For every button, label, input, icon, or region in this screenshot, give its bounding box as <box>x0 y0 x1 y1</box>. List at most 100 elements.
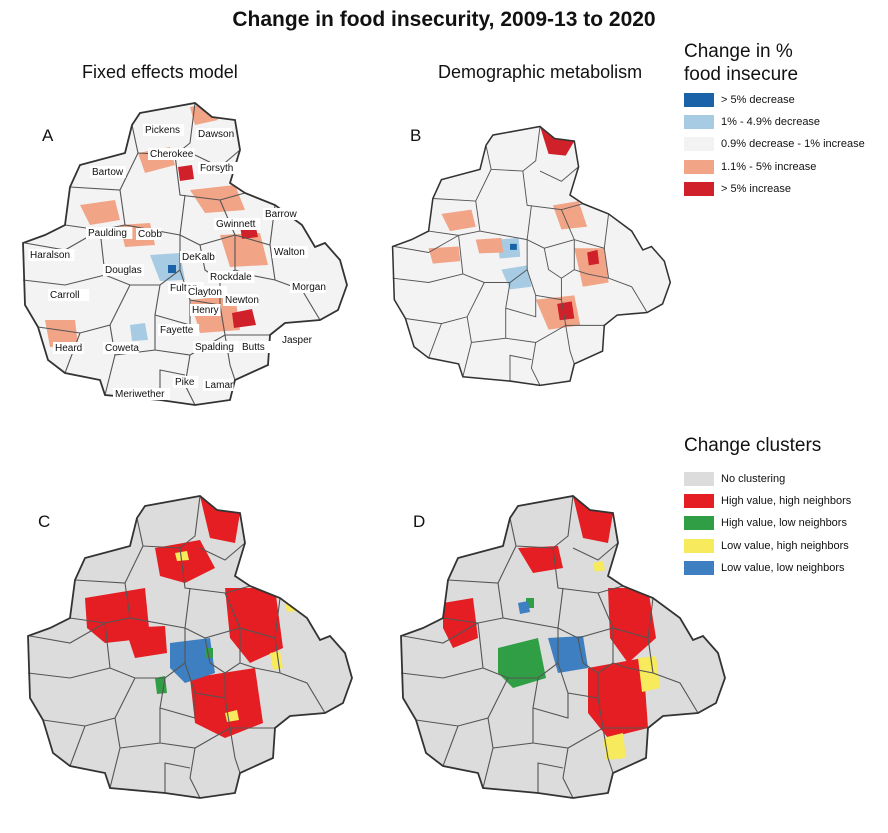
county-label: Pickens <box>145 125 180 136</box>
county-label: Cherokee <box>150 149 194 160</box>
panel-letter-c: C <box>38 512 51 531</box>
tract-patch <box>190 185 245 213</box>
county-border <box>124 582 191 629</box>
county-border <box>415 677 509 727</box>
map-panel-d <box>400 495 726 799</box>
county-label-bg <box>280 334 316 346</box>
county-border <box>539 166 579 182</box>
tract-patch <box>80 200 120 225</box>
legend-cluster-item: Low value, high neighbors <box>684 535 851 557</box>
county-label-bg <box>86 227 133 239</box>
legend-swatch <box>684 93 714 108</box>
county-border <box>475 201 532 241</box>
subtitle-fixed-effects: Fixed effects model <box>82 62 238 82</box>
county-label: Meriwether <box>115 389 165 400</box>
tract-patch <box>178 165 194 181</box>
county-label: Henry <box>192 305 219 316</box>
legend-cluster-item: No clustering <box>684 468 851 490</box>
county-label: Haralson <box>30 250 70 261</box>
county-label: Forsyth <box>200 163 233 174</box>
tract-patch <box>574 248 609 287</box>
legend-change-item: 1.1% - 5% increase <box>684 156 865 178</box>
county-border <box>557 662 599 699</box>
legend-swatch <box>684 494 714 509</box>
county-border <box>477 622 559 679</box>
county-label: Morgan <box>292 282 326 293</box>
county-border <box>442 725 459 767</box>
tract-patch <box>573 496 613 543</box>
county-border <box>400 667 484 679</box>
county-border <box>114 708 161 749</box>
county-label: Spalding <box>195 342 234 353</box>
tract-patch <box>168 265 176 273</box>
map-panel-c <box>27 495 353 799</box>
legend-label: 0.9% decrease - 1% increase <box>721 138 865 151</box>
county-label: Clayton <box>188 287 222 298</box>
legend-swatch <box>684 137 714 152</box>
county-label-bg <box>290 281 326 293</box>
tract-patch <box>638 656 660 692</box>
tract-patch <box>45 320 78 347</box>
county-border <box>402 622 479 644</box>
county-border <box>37 284 131 334</box>
county-border <box>497 582 564 629</box>
legend-change-item: 0.9% decrease - 1% increase <box>684 133 865 155</box>
legend-change-item: 1% - 4.9% decrease <box>684 111 865 133</box>
county-border <box>69 725 86 767</box>
county-label: Butts <box>242 342 265 353</box>
county-border <box>27 667 111 679</box>
county-border <box>274 637 326 714</box>
county-border <box>505 324 566 343</box>
tract-patch <box>441 209 476 232</box>
tract-patch <box>593 561 605 572</box>
county-label-bg <box>263 208 299 220</box>
tract-patch <box>170 638 215 683</box>
county-label: Carroll <box>50 290 79 301</box>
county-border <box>462 342 472 377</box>
legend-swatch <box>684 159 714 174</box>
tract-patch <box>190 668 263 738</box>
legend-change-item: > 5% increase <box>684 178 865 200</box>
tract-patch <box>603 733 626 760</box>
county-label-bg <box>203 379 234 391</box>
county-label-bg <box>208 271 255 283</box>
tract-patch <box>608 588 656 663</box>
county-border <box>174 154 246 201</box>
tract-patch <box>130 323 148 341</box>
county-border <box>560 209 610 249</box>
legend-clusters-title: Change clusters <box>684 435 822 456</box>
county-border <box>532 677 569 719</box>
county-border <box>184 662 226 699</box>
county-border <box>572 542 619 561</box>
county-border <box>603 248 648 313</box>
tract-patch <box>475 237 504 254</box>
county-border <box>179 547 251 594</box>
legend-label: > 5% decrease <box>721 94 795 107</box>
county-border <box>565 325 575 365</box>
county-label: Walton <box>274 247 305 258</box>
county-border <box>597 697 648 729</box>
county-label: Rockdale <box>210 272 252 283</box>
county-label: Jasper <box>282 335 313 346</box>
subtitle-demographic-metabolism: Demographic metabolism <box>438 62 643 82</box>
county-border <box>647 637 699 714</box>
tract-patch <box>497 237 521 259</box>
county-border <box>560 299 605 326</box>
county-border <box>526 269 562 301</box>
county-border <box>229 727 241 774</box>
region-outline <box>27 495 353 799</box>
legend-clusters-list: No clustering High value, high neighbors… <box>684 468 851 579</box>
legend-change-item: > 5% decrease <box>684 89 865 111</box>
county-border <box>109 747 121 789</box>
tract-patch <box>200 496 240 543</box>
legend-label: Low value, high neighbors <box>721 539 849 552</box>
county-border <box>104 622 186 679</box>
county-label-bg <box>53 342 84 354</box>
county-label-bg <box>158 324 200 336</box>
county-border <box>104 354 116 396</box>
legend-swatch <box>684 516 714 531</box>
county-label-bg <box>148 148 195 160</box>
tract-patches <box>428 126 609 330</box>
legend-swatch <box>684 115 714 130</box>
county-border <box>458 235 528 283</box>
